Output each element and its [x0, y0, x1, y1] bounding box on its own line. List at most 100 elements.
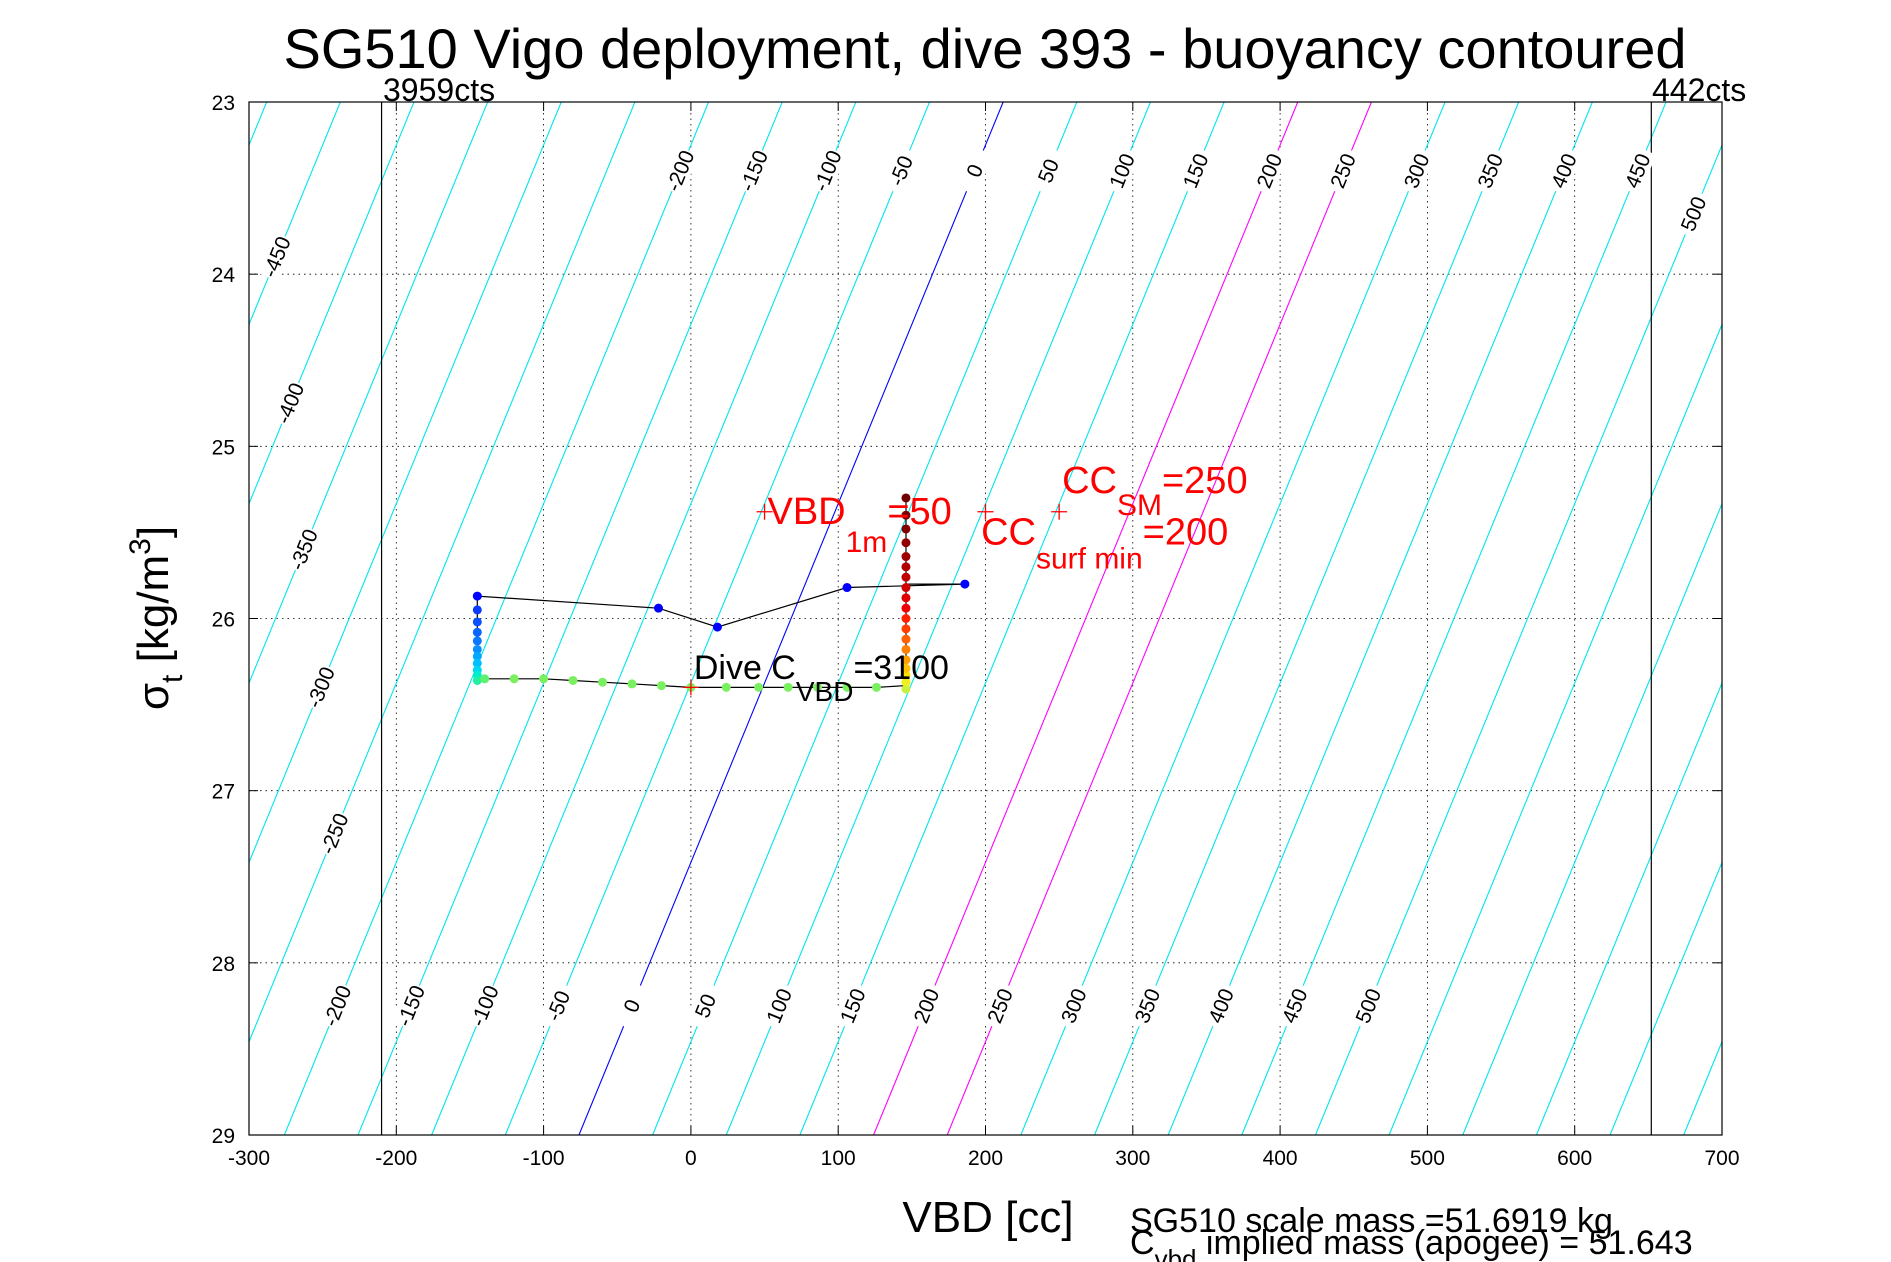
profile-point	[901, 593, 911, 603]
profile-point	[901, 670, 911, 680]
y-tick-label: 25	[212, 436, 235, 459]
x-tick-label: -300	[228, 1147, 270, 1170]
contour-label-bottom-bg	[611, 980, 651, 1031]
profile-point	[901, 538, 911, 548]
annotation-vbd-1m: VBD1m=50	[767, 491, 951, 559]
profile-point	[472, 651, 482, 661]
profile-points	[472, 493, 970, 694]
annotation-dive-cvbd: Dive CVBD=3100	[694, 649, 949, 707]
annotation-cc-sm: CCSM=250	[1062, 460, 1247, 522]
contour-label-top-bg	[659, 145, 699, 196]
profile-point	[901, 603, 911, 613]
contour-label-top-group: -150	[733, 145, 773, 196]
contour-line	[1535, 681, 1722, 1135]
contour-label-bottom-bg	[906, 980, 946, 1031]
y-axis-title: σt [kg/m3]	[124, 526, 189, 710]
axis-ticks: -300 -200 -100 0 100 200 300 400 500 600 700232425…	[212, 92, 1740, 1170]
profile-point	[598, 677, 608, 687]
contour-label-left-bg	[283, 524, 323, 575]
profile-point	[653, 603, 663, 613]
profile-point	[472, 636, 482, 646]
contour-label-bottom-bg	[832, 980, 872, 1031]
x-tick-label: 0	[685, 1147, 697, 1170]
contour-line	[1020, 102, 1446, 1135]
svg-text:σt [kg/m3]: σt [kg/m3]	[124, 526, 189, 710]
annotation-cc-surf-min-main: CC	[981, 511, 1036, 553]
annotation-dive-cvbd-main: Dive C	[694, 649, 796, 687]
profile-point	[901, 624, 911, 634]
y-tick-label: 24	[212, 264, 236, 287]
profile-point	[901, 684, 911, 694]
contour-label-left-bg	[300, 662, 340, 712]
footer-implied-mass: Cvbd implied mass (apogee) = 51.643	[1130, 1224, 1693, 1262]
contour-line	[873, 102, 1299, 1135]
x-tick-label: -200	[375, 1147, 417, 1170]
profile-point	[472, 658, 482, 668]
profile-point	[901, 562, 911, 572]
contour-label-bottom-bg	[1348, 980, 1388, 1031]
contour-label-top-bg	[954, 145, 994, 196]
contour-label-bottom-group: 50	[685, 980, 725, 1031]
profile-point	[901, 655, 911, 665]
x-axis-title: VBD [cc]	[902, 1193, 1073, 1242]
contour-label-bottom-bg	[1274, 980, 1314, 1031]
contour-label-top-bg	[1470, 145, 1509, 196]
annotation-dive-cvbd-sub: VBD	[796, 676, 854, 707]
contour-label-top-bg	[1322, 145, 1362, 196]
profile-point	[472, 675, 482, 685]
profile-point	[842, 682, 852, 692]
contour-label-top-bg	[1396, 145, 1436, 196]
contour-line	[1757, 102, 1891, 1135]
profile-point	[480, 674, 490, 684]
contour-label-left-bg	[269, 378, 309, 428]
profile-point	[539, 674, 549, 684]
footer-implied-mass-main: C	[1130, 1224, 1155, 1262]
vbd-limit-left-label: 3959cts	[383, 72, 495, 108]
contour-label-bottom-bg	[1200, 980, 1240, 1031]
contour-line	[1314, 143, 1722, 1135]
contour-label-left-bg	[314, 808, 353, 859]
profile-point	[901, 572, 911, 582]
annotation-vbd-1m-sub: 1m	[846, 526, 888, 559]
vbd-limit-lines	[380, 102, 1652, 1135]
profile-point	[754, 682, 764, 692]
contour-line	[725, 102, 1151, 1135]
contour-label-top-bg	[1617, 145, 1657, 196]
profile-point	[901, 677, 911, 687]
contour-line	[283, 102, 710, 1135]
contour-line	[357, 102, 783, 1135]
contour-line	[249, 102, 636, 1044]
contour-label-bottom-bg	[1127, 980, 1167, 1031]
annotation-cc-sm-sub: SM	[1117, 489, 1162, 522]
annotation-cc-surf-min-sub: surf min	[1036, 542, 1143, 575]
contour-label-bottom-bg	[537, 980, 577, 1031]
profile-point	[472, 644, 482, 654]
contour-label-right-bg	[1673, 188, 1713, 239]
contour-label-bottom-group: 0	[611, 980, 651, 1031]
contour-line	[504, 102, 931, 1135]
annotation-vbd-1m-main: VBD	[767, 491, 845, 533]
contour-label-bottom-bg	[464, 980, 504, 1031]
profile-point	[656, 681, 666, 691]
contour-label-top-bg	[807, 145, 847, 196]
contour-line	[249, 102, 415, 506]
contour-label-top-bg	[1101, 145, 1141, 196]
annotation-cc-surf-min-value: =200	[1143, 511, 1229, 553]
contour-line	[946, 102, 1372, 1135]
y-axis-title-close: ]	[129, 526, 178, 538]
profile-point	[712, 622, 722, 632]
profile-point	[871, 682, 881, 692]
profile-point	[783, 682, 793, 692]
contour-line	[652, 102, 1078, 1135]
y-tick-label: 26	[212, 609, 235, 632]
reference-markers	[682, 503, 1068, 696]
contour-label-top-bg	[1249, 145, 1289, 196]
y-axis-title-unit: [kg/m	[129, 555, 178, 675]
y-tick-label: 27	[212, 781, 235, 804]
y-tick-label: 23	[212, 92, 235, 115]
profile-point	[472, 591, 482, 601]
annotation-dive-cvbd-value: =3100	[853, 649, 949, 687]
x-tick-label: 100	[821, 1147, 856, 1170]
contour-line	[1167, 102, 1593, 1135]
